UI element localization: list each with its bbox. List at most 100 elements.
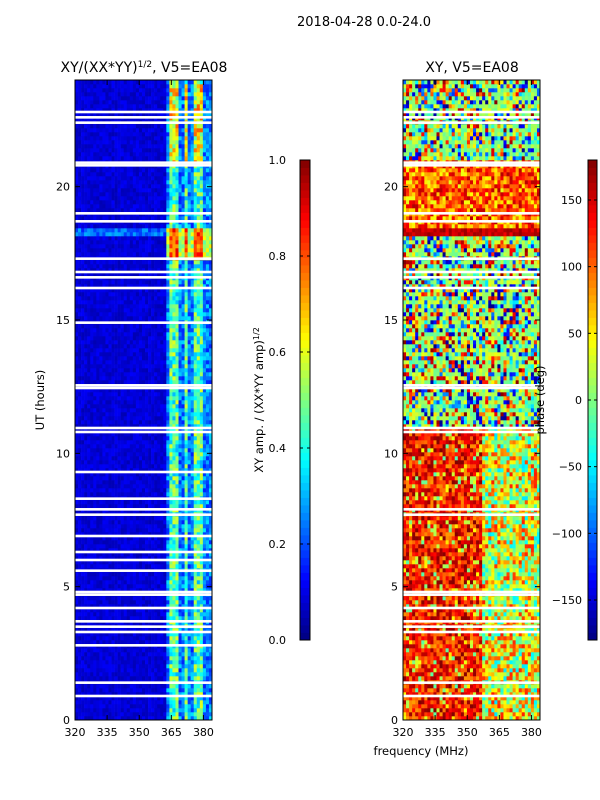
heatmap-cell bbox=[208, 692, 213, 697]
heatmap-cell bbox=[151, 716, 155, 721]
heatmap-cell bbox=[163, 576, 167, 581]
heatmap-cell bbox=[160, 656, 164, 661]
heatmap-cell bbox=[114, 672, 118, 677]
heatmap-cell bbox=[190, 348, 195, 353]
heatmap-cell bbox=[184, 704, 188, 709]
heatmap-cell bbox=[190, 628, 195, 633]
heatmap-cell bbox=[102, 628, 106, 633]
heatmap-cell bbox=[157, 460, 161, 465]
heatmap-cell bbox=[178, 648, 182, 653]
heatmap-cell bbox=[163, 468, 167, 473]
heatmap-cell bbox=[117, 632, 121, 637]
heatmap-cell bbox=[108, 676, 112, 681]
heatmap-cell bbox=[187, 324, 191, 329]
heatmap-cell bbox=[202, 628, 207, 633]
heatmap-cell bbox=[169, 348, 173, 353]
heatmap-cell bbox=[135, 564, 140, 569]
heatmap-cell bbox=[190, 588, 195, 593]
heatmap-cell bbox=[123, 476, 128, 481]
heatmap-cell bbox=[154, 324, 158, 329]
heatmap-cell bbox=[99, 428, 103, 433]
heatmap-cell bbox=[169, 540, 173, 545]
heatmap-cell bbox=[154, 704, 158, 709]
heatmap-cell bbox=[123, 696, 128, 701]
heatmap-cell bbox=[172, 632, 176, 637]
heatmap-cell bbox=[120, 500, 125, 505]
heatmap-cell bbox=[78, 448, 82, 453]
heatmap-cell bbox=[99, 456, 103, 461]
heatmap-cell bbox=[114, 688, 118, 693]
heatmap-cell bbox=[178, 500, 182, 505]
heatmap-cell bbox=[157, 560, 161, 565]
heatmap-cell bbox=[75, 488, 79, 493]
heatmap-cell bbox=[120, 692, 125, 697]
heatmap-cell bbox=[132, 484, 137, 489]
heatmap-cell bbox=[75, 520, 79, 525]
heatmap-cell bbox=[90, 300, 94, 305]
heatmap-cell bbox=[120, 600, 125, 605]
heatmap-cell bbox=[87, 524, 91, 529]
heatmap-cell bbox=[126, 536, 131, 541]
heatmap-cell bbox=[105, 480, 109, 485]
heatmap-cell bbox=[111, 356, 115, 361]
heatmap-cell bbox=[129, 344, 134, 349]
heatmap-cell bbox=[105, 332, 109, 337]
heatmap-cell bbox=[87, 572, 91, 577]
heatmap-cell bbox=[108, 328, 112, 333]
heatmap-cell bbox=[163, 452, 167, 457]
heatmap-cell bbox=[141, 428, 146, 433]
heatmap-cell bbox=[138, 284, 143, 289]
heatmap-cell bbox=[172, 352, 176, 357]
heatmap-cell bbox=[126, 656, 131, 661]
heatmap-cell bbox=[148, 308, 152, 313]
heatmap-cell bbox=[87, 712, 91, 717]
heatmap-cell bbox=[123, 364, 128, 369]
heatmap-cell bbox=[123, 692, 128, 697]
heatmap-cell bbox=[166, 552, 170, 557]
heatmap-cell bbox=[93, 608, 97, 613]
heatmap-cell bbox=[205, 660, 210, 665]
heatmap-cell bbox=[151, 372, 155, 377]
heatmap-cell bbox=[120, 300, 125, 305]
heatmap-cell bbox=[193, 540, 198, 545]
heatmap-cell bbox=[99, 340, 103, 345]
heatmap-cell bbox=[202, 376, 207, 381]
heatmap-cell bbox=[148, 288, 152, 293]
heatmap-cell bbox=[202, 396, 207, 401]
heatmap-cell bbox=[196, 616, 201, 621]
heatmap-cell bbox=[87, 652, 91, 657]
heatmap-cell bbox=[108, 716, 112, 721]
heatmap-cell bbox=[178, 504, 182, 509]
heatmap-cell bbox=[205, 316, 210, 321]
heatmap-cell bbox=[160, 284, 164, 289]
heatmap-cell bbox=[108, 364, 112, 369]
heatmap-cell bbox=[132, 288, 137, 293]
heatmap-cell bbox=[202, 428, 207, 433]
heatmap-cell bbox=[75, 316, 79, 321]
heatmap-cell bbox=[190, 608, 195, 613]
heatmap-cell bbox=[90, 448, 94, 453]
heatmap-cell bbox=[93, 472, 97, 477]
heatmap-cell bbox=[202, 524, 207, 529]
heatmap-cell bbox=[129, 408, 134, 413]
heatmap-cell bbox=[202, 584, 207, 589]
heatmap-cell bbox=[111, 552, 115, 557]
heatmap-cell bbox=[141, 420, 146, 425]
heatmap-cell bbox=[184, 524, 188, 529]
heatmap-cell bbox=[181, 588, 185, 593]
heatmap-cell bbox=[87, 312, 91, 317]
heatmap-cell bbox=[199, 356, 204, 361]
heatmap-cell bbox=[172, 676, 176, 681]
heatmap-cell bbox=[178, 544, 182, 549]
heatmap-cell bbox=[129, 420, 134, 425]
heatmap-cell bbox=[157, 640, 161, 645]
heatmap-cell bbox=[163, 416, 167, 421]
heatmap-cell bbox=[81, 304, 85, 309]
heatmap-cell bbox=[141, 704, 146, 709]
heatmap-cell bbox=[114, 400, 118, 405]
heatmap-cell bbox=[145, 540, 149, 545]
heatmap-cell bbox=[75, 604, 79, 609]
heatmap-cell bbox=[138, 432, 143, 437]
heatmap-cell bbox=[108, 440, 112, 445]
heatmap-cell bbox=[163, 596, 167, 601]
